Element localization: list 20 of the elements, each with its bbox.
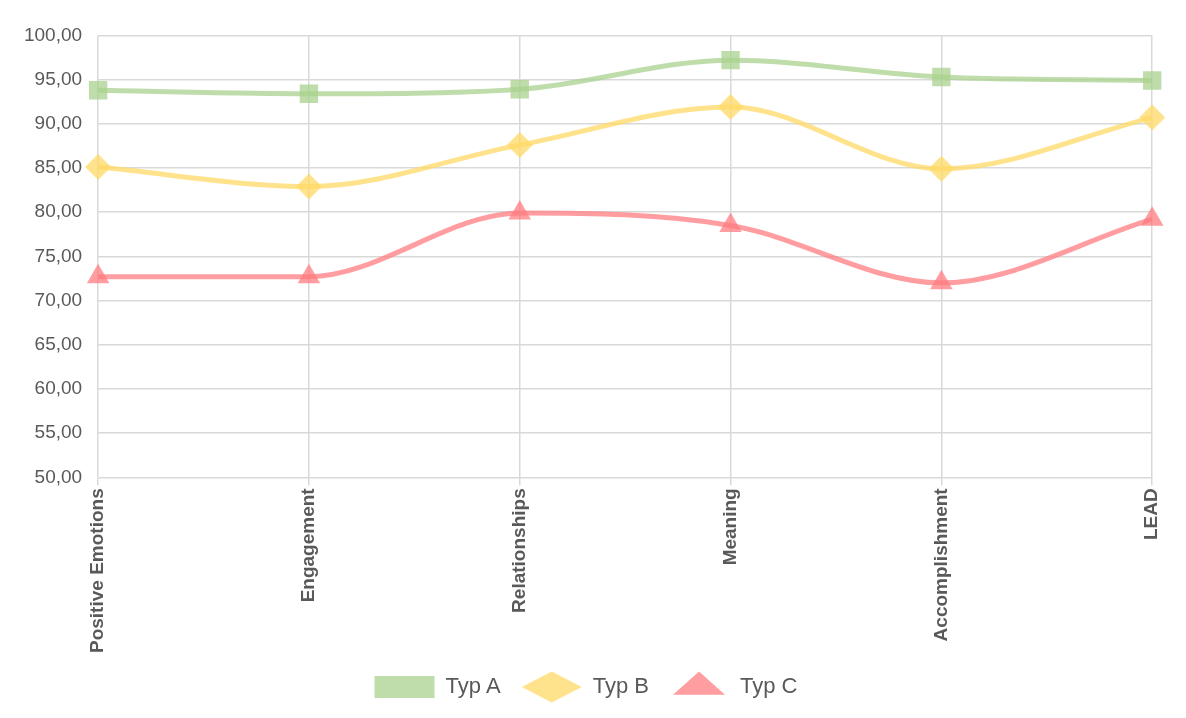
x-tick-label: Engagement [297, 487, 319, 603]
y-tick-label: 55,00 [34, 421, 83, 443]
legend-label: Typ A [445, 673, 501, 699]
x-tick-label: LEAD [1140, 488, 1162, 541]
x-tick-label: Meaning [718, 488, 740, 566]
x-tick-label: Positive Emotions [86, 488, 108, 653]
y-tick-label: 100,00 [23, 23, 83, 45]
y-tick-label: 75,00 [34, 244, 83, 266]
y-tick-label: 65,00 [34, 332, 83, 354]
legend-label: Typ B [592, 673, 650, 699]
y-tick-label: 85,00 [34, 156, 83, 178]
y-tick-label: 50,00 [34, 465, 83, 487]
y-tick-label: 95,00 [34, 67, 83, 89]
y-tick-label: 60,00 [34, 377, 83, 399]
y-tick-label: 70,00 [34, 288, 83, 310]
x-tick-label: Accomplishment [929, 487, 951, 642]
legend-label: Typ C [740, 673, 798, 699]
y-tick-label: 80,00 [34, 200, 83, 222]
y-tick-label: 90,00 [34, 112, 83, 134]
x-tick-label: Relationships [507, 488, 529, 613]
